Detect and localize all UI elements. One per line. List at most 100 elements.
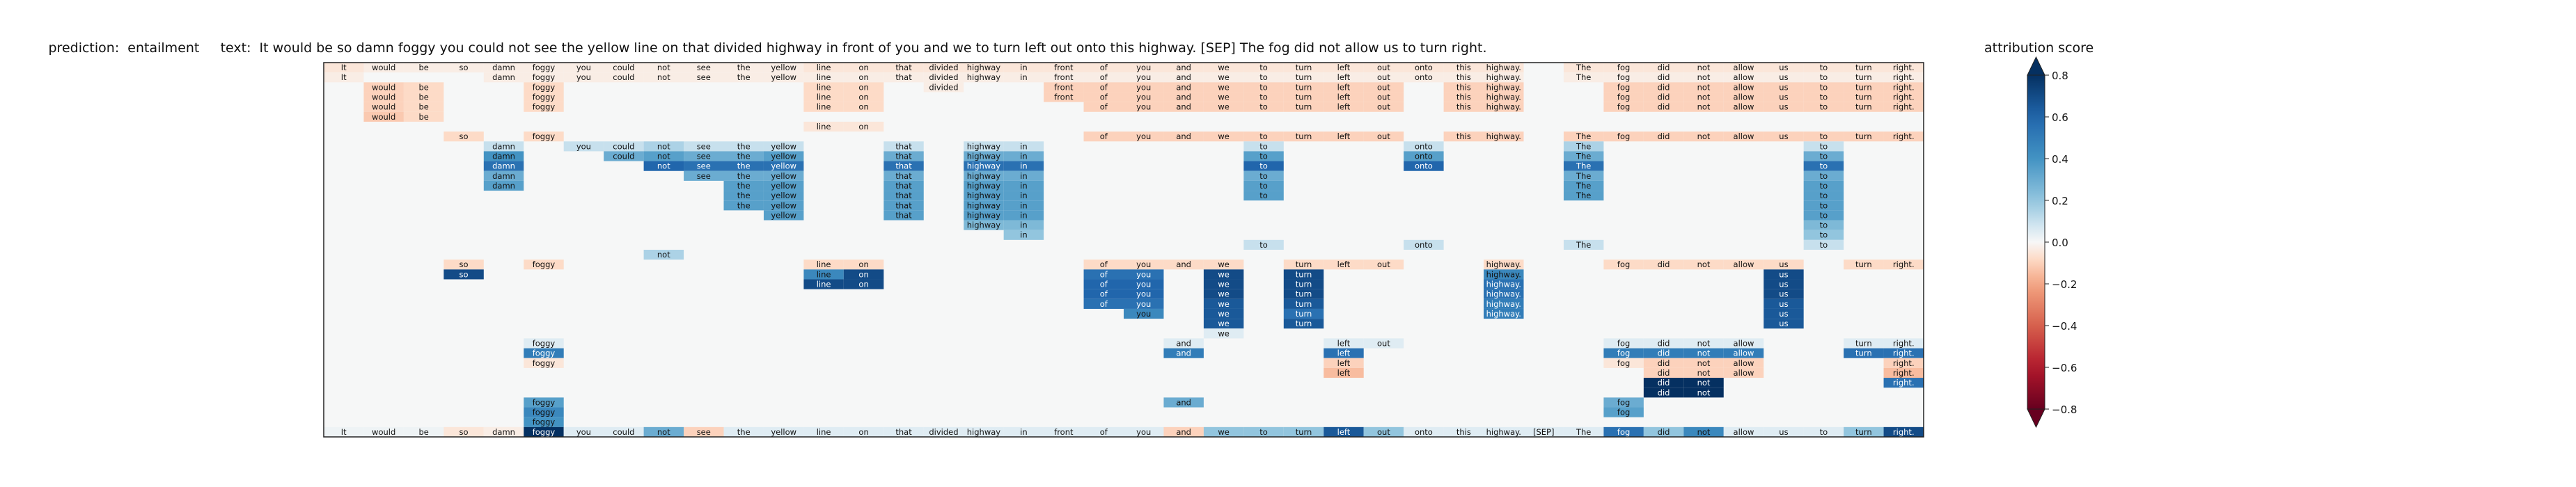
heatmap-cell bbox=[1643, 388, 1684, 398]
heatmap-cell-token: not bbox=[1697, 93, 1711, 102]
heatmap-cell-token: divided bbox=[929, 82, 958, 92]
heatmap-cell bbox=[1363, 102, 1404, 112]
heatmap-cell bbox=[1603, 63, 1644, 73]
heatmap-cell bbox=[1283, 308, 1324, 319]
heatmap-cell-token: damn bbox=[492, 63, 515, 72]
heatmap-cell bbox=[1883, 338, 1924, 349]
heatmap-cell bbox=[843, 269, 884, 280]
heatmap-cell bbox=[1803, 180, 1844, 191]
heatmap-cell-token: onto bbox=[1415, 161, 1433, 171]
heatmap-cell bbox=[923, 63, 964, 73]
heatmap-cell bbox=[843, 279, 884, 289]
heatmap-cell-token: not bbox=[1697, 72, 1711, 82]
heatmap-cell-token: not bbox=[657, 72, 670, 82]
heatmap-cell bbox=[803, 260, 844, 270]
heatmap-cell-token: turn bbox=[1855, 63, 1872, 72]
heatmap-cell bbox=[883, 72, 924, 83]
heatmap-cell bbox=[1484, 92, 1524, 102]
heatmap-cell bbox=[1083, 260, 1124, 270]
colorbar-frame bbox=[2027, 74, 2045, 410]
heatmap-cell bbox=[563, 63, 604, 73]
heatmap-cell-token: not bbox=[657, 141, 670, 151]
heatmap-cell-token: highway bbox=[967, 161, 1001, 171]
heatmap-cell bbox=[684, 141, 724, 152]
heatmap-cell bbox=[1883, 260, 1924, 270]
heatmap-cell-token: in bbox=[1020, 230, 1027, 240]
heatmap-cell-token: left bbox=[1337, 63, 1351, 72]
heatmap-cell bbox=[803, 72, 844, 83]
heatmap-cell-token: to bbox=[1820, 200, 1828, 210]
heatmap-cell-token: line bbox=[817, 427, 831, 437]
heatmap-cell-token: to bbox=[1259, 161, 1268, 171]
heatmap-cell bbox=[1683, 72, 1724, 83]
heatmap-cell bbox=[1324, 358, 1364, 368]
heatmap-cell bbox=[964, 151, 1004, 161]
heatmap-cell-token: highway bbox=[967, 191, 1001, 200]
heatmap-cell-token: that bbox=[895, 200, 912, 210]
heatmap-cell bbox=[1443, 63, 1484, 73]
heatmap-cell bbox=[883, 141, 924, 152]
heatmap-cell bbox=[1883, 72, 1924, 83]
heatmap-cell-token: to bbox=[1820, 181, 1828, 191]
heatmap-cell bbox=[883, 210, 924, 221]
colorbar-tick-label: 0.4 bbox=[2052, 153, 2068, 166]
heatmap-cell bbox=[843, 72, 884, 83]
heatmap-cell bbox=[483, 170, 524, 181]
heatmap-cell-token: highway bbox=[967, 200, 1001, 210]
heatmap-cell-token: highway bbox=[967, 427, 1001, 437]
heatmap-cell bbox=[1003, 151, 1044, 161]
heatmap-cell-token: be bbox=[418, 102, 428, 112]
heatmap-cell-token: and bbox=[1176, 72, 1191, 82]
heatmap-cell bbox=[524, 63, 564, 73]
heatmap-cell-token: you bbox=[1136, 269, 1151, 279]
heatmap-cell bbox=[923, 82, 964, 93]
heatmap-cell bbox=[763, 180, 804, 191]
heatmap-cell bbox=[643, 161, 684, 171]
heatmap-cell-token: onto bbox=[1415, 427, 1433, 437]
heatmap-cell bbox=[1683, 338, 1724, 349]
heatmap-cell bbox=[1844, 92, 1884, 102]
heatmap-cell-token: highway. bbox=[1486, 63, 1521, 72]
heatmap-cell-token: you bbox=[1136, 289, 1151, 299]
heatmap-cell bbox=[1363, 92, 1404, 102]
heatmap-cell-token: fog bbox=[1617, 131, 1630, 141]
heatmap-cell-token: The bbox=[1576, 191, 1591, 200]
heatmap-cell bbox=[1044, 63, 1084, 73]
heatmap-cell bbox=[1603, 260, 1644, 270]
heatmap-cell-token: highway. bbox=[1486, 280, 1521, 289]
heatmap-cell bbox=[643, 151, 684, 161]
heatmap-cell-token: be bbox=[418, 427, 428, 437]
heatmap-cell-token: that bbox=[895, 151, 912, 161]
heatmap-cell bbox=[1643, 378, 1684, 388]
heatmap-cell bbox=[1844, 338, 1884, 349]
heatmap-cell-token: left bbox=[1337, 260, 1351, 269]
heatmap-cell bbox=[1003, 210, 1044, 221]
heatmap-cell-token: and bbox=[1176, 131, 1191, 141]
heatmap-cell bbox=[1283, 289, 1324, 299]
heatmap-cell bbox=[1683, 102, 1724, 112]
heatmap-cell-token: fog bbox=[1617, 338, 1630, 348]
heatmap-cell-token: to bbox=[1259, 72, 1268, 82]
heatmap-cell-token: to bbox=[1259, 63, 1268, 72]
colorbar-tick-label: 0.2 bbox=[2052, 195, 2068, 207]
heatmap-cell-token: you bbox=[1136, 299, 1151, 309]
heatmap-cell bbox=[1124, 102, 1164, 112]
heatmap-cell bbox=[604, 72, 644, 83]
heatmap-cell bbox=[1603, 426, 1644, 437]
heatmap-cell-token: of bbox=[1100, 72, 1108, 82]
heatmap-cell bbox=[843, 92, 884, 102]
heatmap-cell-token: to bbox=[1820, 82, 1828, 92]
heatmap-cell bbox=[1723, 426, 1764, 437]
heatmap-cell bbox=[1243, 170, 1284, 181]
heatmap-cell bbox=[363, 63, 404, 73]
heatmap-cell bbox=[723, 151, 764, 161]
heatmap-cell-token: The bbox=[1576, 181, 1591, 191]
heatmap-cell bbox=[1003, 220, 1044, 230]
heatmap-cell-token: that bbox=[895, 427, 912, 437]
heatmap-cell bbox=[443, 260, 484, 270]
heatmap-cell bbox=[1203, 82, 1244, 93]
heatmap-cell bbox=[1003, 180, 1044, 191]
heatmap-cell bbox=[1003, 426, 1044, 437]
heatmap-cell-token: you bbox=[576, 141, 591, 151]
heatmap-cell-token: this bbox=[1456, 63, 1471, 72]
